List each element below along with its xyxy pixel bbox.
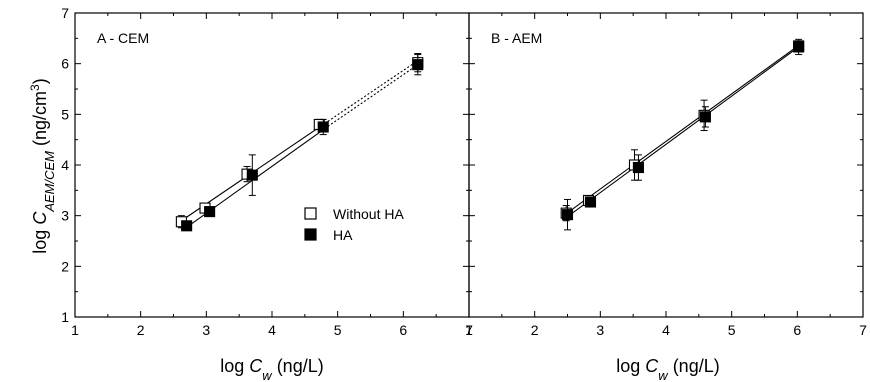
data-point-b-1-4	[793, 41, 805, 53]
x-tick-label-a-1: 1	[71, 322, 79, 338]
fit-extension-a-1	[327, 64, 419, 127]
data-point-b-1-3	[699, 111, 711, 123]
legend-marker-ha	[304, 228, 317, 241]
data-point-a-1-0	[181, 220, 193, 232]
x-tick-label-a-7: 7	[465, 322, 473, 338]
x-tick-label-a-2: 2	[137, 322, 145, 338]
panel-label-b: B - AEM	[491, 30, 542, 46]
panel-label-a: A - CEM	[97, 30, 149, 46]
x-axis-title-b: log Cw (ng/L)	[616, 356, 719, 382]
x-axis-title-a: log Cw (ng/L)	[220, 356, 323, 382]
legend: Without HA HA	[304, 206, 404, 243]
data-point-b-1-0	[561, 209, 574, 221]
plot-frame-a	[74, 12, 470, 318]
data-point-a-1-3	[317, 121, 329, 133]
y-tick-label-a-4: 4	[61, 157, 69, 173]
y-tick-label-a-3: 3	[61, 208, 69, 224]
y-tick-label-a-7: 7	[61, 5, 69, 21]
y-tick-label-a-5: 5	[61, 106, 69, 122]
y-tick-label-a-2: 2	[61, 258, 69, 274]
data-point-a-1-2	[246, 169, 258, 181]
legend-label-ha: HA	[333, 227, 353, 243]
y-tick-label-a-6: 6	[61, 56, 69, 72]
plot-frame-b	[468, 12, 864, 318]
data-point-b-1-2	[632, 161, 644, 174]
y-axis-title: log CAEM/CEM (ng/cm3)	[28, 78, 57, 253]
x-tick-label-b-7: 7	[859, 322, 867, 338]
fit-line-b-0	[565, 44, 799, 215]
panel-b-aem: 1 2 3 4 5 6 7 B - AEM	[465, 12, 867, 338]
data-point-a-1-4	[412, 59, 424, 71]
x-tick-label-b-3: 3	[596, 322, 604, 338]
fit-extension-a-0	[327, 60, 419, 122]
legend-label-without-ha: Without HA	[333, 206, 404, 222]
x-tick-label-a-4: 4	[268, 322, 276, 338]
x-tick-label-a-3: 3	[202, 322, 210, 338]
x-tick-label-b-2: 2	[531, 322, 539, 338]
x-tick-label-b-1: 1	[465, 322, 473, 338]
y-tick-label-a-1: 1	[61, 309, 69, 325]
x-tick-label-a-5: 5	[334, 322, 342, 338]
fit-line-b-1	[567, 46, 799, 218]
x-tick-label-a-6: 6	[399, 322, 407, 338]
legend-marker-without-ha	[304, 207, 317, 220]
data-point-a-1-1	[204, 206, 216, 218]
x-tick-label-b-4: 4	[662, 322, 670, 338]
x-tick-label-b-5: 5	[728, 322, 736, 338]
x-tick-label-b-6: 6	[793, 322, 801, 338]
data-point-b-1-1	[584, 196, 597, 208]
